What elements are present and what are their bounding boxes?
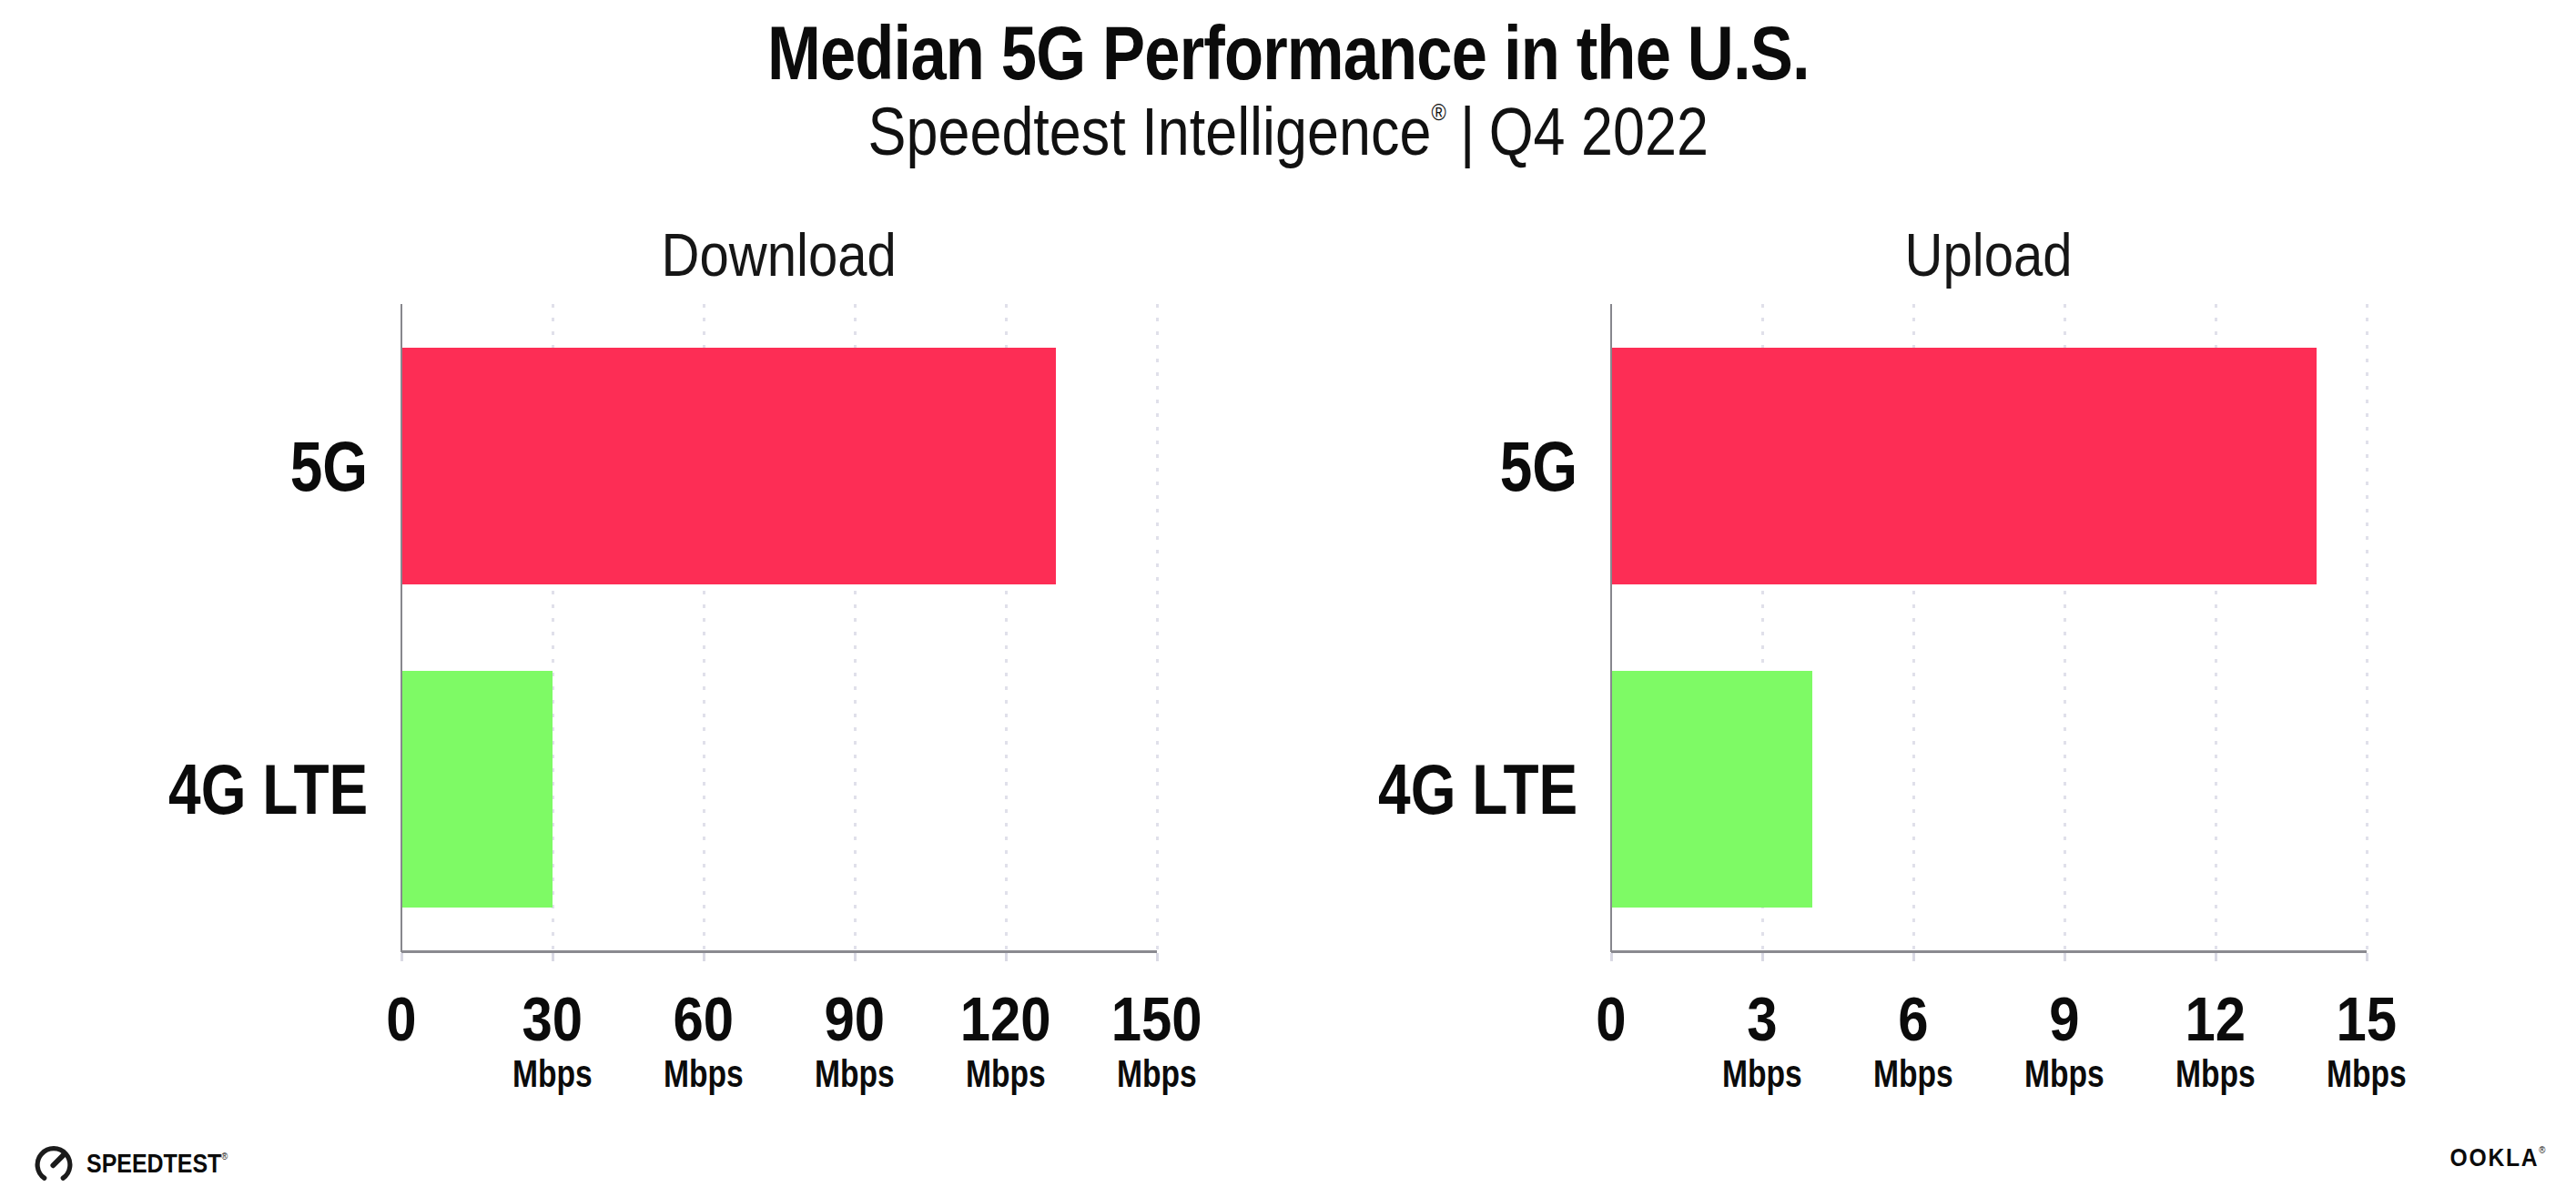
upload-gridline-15 <box>2366 304 2368 950</box>
speedtest-gauge-icon <box>30 1140 77 1187</box>
speedtest-wordmark-text: SPEEDTEST <box>86 1149 221 1178</box>
download-category-label-4g-lte: 4G LTE <box>125 739 368 839</box>
upload-chart-title-text: Upload <box>1905 220 2073 289</box>
upload-category-label-4g-lte: 4G LTE <box>1334 739 1577 839</box>
ookla-wordmark-text: OOKLA <box>2449 1143 2539 1172</box>
speedtest-wordmark: SPEEDTEST® <box>86 1149 251 1179</box>
upload-chart-title: Upload <box>1625 220 2353 289</box>
download-tick-mark-90 <box>854 953 857 961</box>
ookla-wordmark: OOKLA® <box>2437 1143 2547 1172</box>
download-bar-5g <box>402 348 1056 584</box>
upload-tick-mark-12 <box>2215 953 2217 961</box>
download-tick-mark-150 <box>1156 953 1159 961</box>
upload-tick-mark-6 <box>1912 953 1915 961</box>
download-tick-mark-60 <box>703 953 705 961</box>
subtitle-separator: | <box>1445 94 1488 169</box>
registered-trademark-icon: ® <box>1431 98 1445 126</box>
download-gridline-150 <box>1156 304 1159 950</box>
upload-x-axis <box>1611 950 2367 953</box>
download-chart-title-text: Download <box>662 220 897 289</box>
upload-tick-unit-15: Mbps <box>2230 1052 2503 1096</box>
download-chart-title: Download <box>415 220 1143 289</box>
page-subtitle-text: Speedtest Intelligence®|Q4 2022 <box>867 93 1709 170</box>
upload-tick-mark-3 <box>1761 953 1764 961</box>
download-category-label-5g: 5G <box>273 416 368 516</box>
ookla-registered-icon: ® <box>2539 1144 2547 1155</box>
speedtest-logo: SPEEDTEST® <box>30 1140 251 1187</box>
upload-tick-mark-15 <box>2366 953 2368 961</box>
upload-tick-label-15: 15 <box>2230 983 2503 1054</box>
page-subtitle: Speedtest Intelligence®|Q4 2022 <box>0 93 2576 170</box>
subtitle-period: Q4 2022 <box>1488 94 1708 169</box>
upload-bar-5g <box>1612 348 2317 584</box>
download-tick-label-150: 150 <box>1020 983 1293 1054</box>
download-tick-mark-30 <box>552 953 554 961</box>
page-title: Median 5G Performance in the U.S. <box>0 9 2576 97</box>
download-x-axis <box>401 950 1157 953</box>
speedtest-registered-icon: ® <box>221 1151 228 1161</box>
upload-tick-mark-9 <box>2064 953 2066 961</box>
download-tick-unit-150: Mbps <box>1020 1052 1293 1096</box>
download-tick-mark-0 <box>401 953 403 961</box>
download-bar-4g-lte <box>402 671 553 908</box>
download-tick-mark-120 <box>1005 953 1008 961</box>
upload-category-label-5g: 5G <box>1483 416 1577 516</box>
page-title-text: Median 5G Performance in the U.S. <box>767 9 1810 97</box>
ookla-logo: OOKLA® <box>2437 1143 2547 1172</box>
upload-tick-mark-0 <box>1610 953 1613 961</box>
upload-bar-4g-lte <box>1612 671 1812 908</box>
subtitle-brand: Speedtest Intelligence <box>867 94 1431 169</box>
